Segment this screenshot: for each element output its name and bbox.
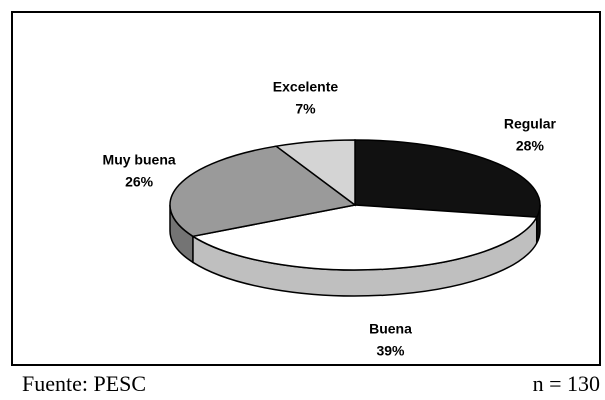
slice-value-label: 26% (125, 174, 154, 190)
slice-value-label: 28% (516, 138, 545, 154)
slice-label: Buena (369, 320, 412, 336)
source: Fuente: PESC (22, 371, 146, 396)
pie-slice (190, 204, 538, 271)
slice-label: Muy buena (103, 152, 176, 168)
slice-value-label: 7% (295, 100, 316, 116)
pie-slice (354, 139, 541, 218)
pie-slice (274, 139, 356, 207)
sample-size: n = 130 (533, 371, 600, 396)
slice-value-label: 39% (376, 342, 405, 358)
slice-label: Regular (504, 116, 557, 132)
slice-label: Excelente (273, 78, 339, 94)
pie-slice (169, 145, 357, 238)
